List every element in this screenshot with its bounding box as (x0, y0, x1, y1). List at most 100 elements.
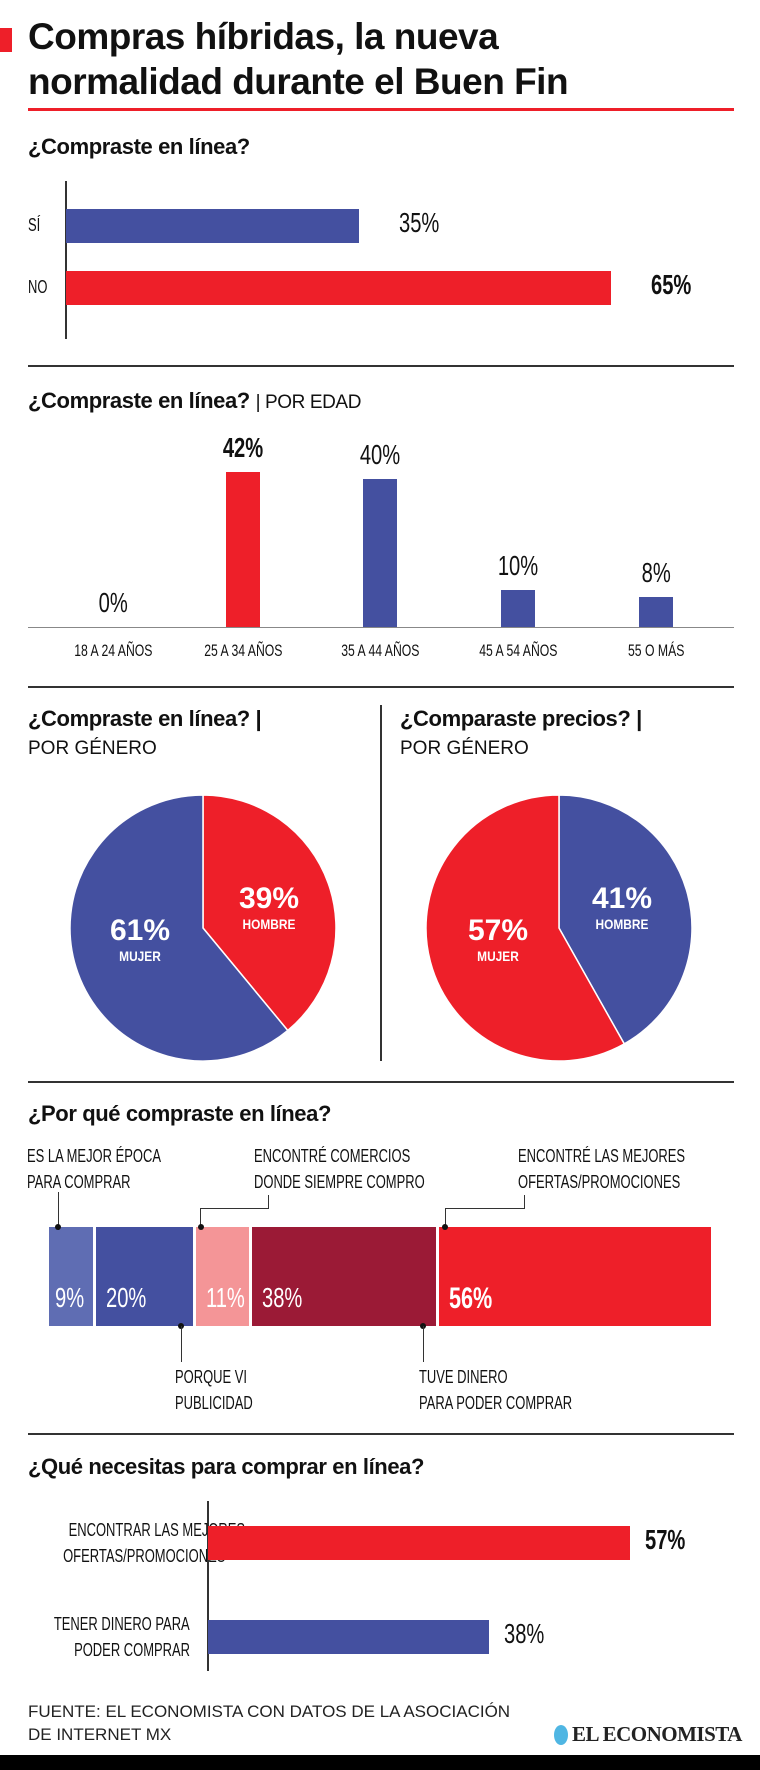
divider (28, 1433, 734, 1435)
pie-label: 41% HOMBRE (572, 882, 672, 932)
pie-label: 61% MUJER (90, 914, 190, 964)
pie-value: 61% (109, 914, 171, 947)
segment-value-text: 56% (449, 1282, 493, 1315)
connector-line (423, 1326, 424, 1362)
section-title-online: ¿Compraste en línea? (28, 134, 250, 159)
value-text: 65% (650, 269, 692, 300)
pie-value: 41% (591, 882, 653, 915)
category-label: SÍ (28, 215, 45, 236)
callout-line: PORQUE VI (175, 1365, 283, 1391)
category-line: OFERTAS/PROMOCIONES (0, 1544, 225, 1570)
bar (208, 1620, 490, 1654)
connector-line (200, 1208, 201, 1227)
category-line: ENCONTRAR LAS MEJORES (0, 1518, 245, 1544)
connector-line (58, 1192, 59, 1230)
section-title-prices: ¿Comparaste precios? | POR GÉNERO (400, 706, 642, 759)
callout-line: ENCONTRÉ COMERCIOS (254, 1144, 491, 1170)
pie-value: 57% (467, 914, 529, 947)
category-label-text: 18 A 24 AÑOS (73, 641, 153, 660)
divider (28, 1081, 734, 1083)
value-label: 57% (645, 1524, 701, 1556)
section-title-need: ¿Qué necesitas para comprar en línea? (28, 1454, 425, 1479)
value-text: 35% (399, 207, 440, 238)
callout-text: DONDE SIEMPRE COMPRO (254, 1172, 425, 1192)
axis-line (65, 181, 67, 339)
callout-text: TUVE DINERO (419, 1367, 508, 1387)
category-label: 55 O MÁS (596, 641, 716, 661)
category-label: NO (28, 277, 55, 298)
callout-line: OFERTAS/PROMOCIONES (518, 1170, 750, 1196)
value-text: 10% (497, 550, 539, 582)
stacked-segment (252, 1227, 437, 1326)
callout-label: TUVE DINERO PARA PODER COMPRAR (419, 1365, 632, 1417)
pie-slice-hombre (202, 795, 336, 1032)
bar (501, 590, 535, 627)
callout-text: ENCONTRÉ LAS MEJORES (518, 1146, 686, 1166)
section-title-why: ¿Por qué compraste en línea? (28, 1101, 331, 1126)
pie-label: 57% MUJER (448, 914, 548, 964)
segment-value-text: 20% (105, 1282, 146, 1313)
category-text: OFERTAS/PROMOCIONES (63, 1546, 226, 1566)
bar (226, 472, 260, 627)
pie-name: MUJER (477, 948, 519, 964)
segment-value-text: 38% (262, 1282, 303, 1313)
globe-icon (554, 1724, 568, 1745)
category-text: PODER COMPRAR (74, 1640, 190, 1660)
category-label: TENER DINERO PARA PODER COMPRAR (0, 1612, 190, 1664)
pie-name: HOMBRE (595, 916, 649, 932)
connector-line (200, 1208, 269, 1209)
connector-line (445, 1208, 446, 1227)
value-text: 57% (644, 1524, 686, 1555)
value-label: 35% (399, 207, 455, 239)
callout-text: PARA COMPRAR (27, 1172, 131, 1192)
page-title: Compras híbridas, la nueva normalidad du… (28, 16, 569, 102)
value-label: 0% (63, 587, 163, 619)
divider (28, 365, 734, 367)
callout-text: PUBLICIDAD (175, 1393, 253, 1413)
category-label: 45 A 54 AÑOS (458, 641, 578, 661)
category-label-text: SÍ (28, 215, 41, 235)
baseline (28, 627, 734, 628)
stacked-segment (439, 1227, 711, 1326)
pie-slice-hombre (558, 795, 692, 1045)
category-label-text: 35 A 44 AÑOS (340, 641, 420, 660)
connector-dot (55, 1224, 61, 1230)
callout-line: DONDE SIEMPRE COMPRO (254, 1170, 491, 1196)
section-title-age: ¿Compraste en línea? | POR EDAD (28, 388, 362, 413)
value-label: 38% (504, 1618, 560, 1650)
category-label-text: NO (28, 277, 48, 297)
category-label-text: 25 A 34 AÑOS (203, 641, 283, 660)
callout-text: PORQUE VI (175, 1367, 248, 1387)
logo: EL ECONOMISTA (554, 1722, 742, 1747)
category-label: 18 A 24 AÑOS (53, 641, 173, 661)
value-label: 10% (468, 550, 568, 582)
segment-value: 11% (206, 1282, 260, 1314)
callout-text: ES LA MEJOR ÉPOCA (27, 1146, 161, 1166)
callout-line: PARA COMPRAR (27, 1170, 213, 1196)
bar (66, 271, 611, 305)
value-label: 40% (330, 439, 430, 471)
category-line: PODER COMPRAR (0, 1638, 190, 1664)
value-label: 65% (651, 269, 707, 301)
category-label: ENCONTRAR LAS MEJORES OFERTAS/PROMOCIONES (0, 1518, 245, 1570)
segment-value: 38% (262, 1282, 318, 1314)
pie-online-gender (70, 795, 336, 1061)
connector-dot (442, 1224, 448, 1230)
callout-label: ENCONTRÉ COMERCIOS DONDE SIEMPRE COMPRO (254, 1144, 491, 1196)
connector-line (181, 1326, 182, 1362)
value-text: 0% (98, 587, 128, 618)
connector-dot (198, 1224, 204, 1230)
bottom-bar (0, 1755, 760, 1770)
segment-value-text: 11% (205, 1282, 245, 1313)
callout-text: ENCONTRÉ COMERCIOS (254, 1146, 411, 1166)
category-text: TENER DINERO PARA (54, 1614, 190, 1634)
bar (208, 1526, 630, 1560)
callout-line: ENCONTRÉ LAS MEJORES (518, 1144, 750, 1170)
callout-label: ES LA MEJOR ÉPOCA PARA COMPRAR (27, 1144, 213, 1196)
callout-text: OFERTAS/PROMOCIONES (518, 1172, 681, 1192)
category-label: 25 A 34 AÑOS (183, 641, 303, 661)
divider (28, 686, 734, 688)
category-label-text: 45 A 54 AÑOS (478, 641, 558, 660)
category-line: TENER DINERO PARA (0, 1612, 190, 1638)
value-text: 40% (359, 439, 401, 471)
